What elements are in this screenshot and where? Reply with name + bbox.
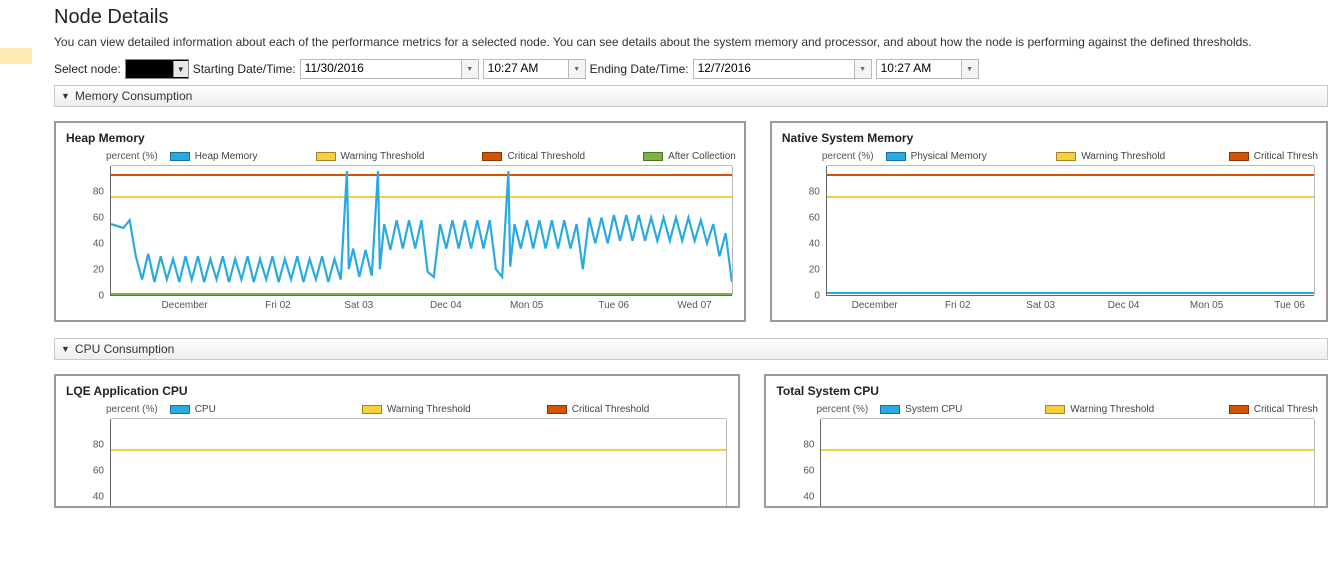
- physical-memory-line: [827, 292, 1314, 294]
- y-axis-label: percent (%): [816, 404, 868, 415]
- legend-label: Physical Memory: [911, 151, 987, 162]
- legend-label: Warning Threshold: [1081, 151, 1165, 162]
- panel-total-cpu: Total System CPU percent (%) System CPU …: [764, 374, 1328, 508]
- section-header-cpu[interactable]: ▼ CPU Consumption: [54, 338, 1328, 360]
- legend-label: Critical Threshold: [572, 404, 650, 415]
- start-datetime-label: Starting Date/Time:: [193, 62, 296, 76]
- end-time-input[interactable]: [877, 60, 961, 76]
- chevron-down-icon[interactable]: ▼: [854, 60, 871, 78]
- legend-swatch: [1056, 152, 1076, 161]
- end-time-picker[interactable]: ▼: [876, 59, 979, 79]
- legend-label: Warning Threshold: [387, 404, 471, 415]
- chart-plot: 020406080: [774, 419, 1318, 508]
- filter-bar: Select node: ▼ Starting Date/Time: ▼ ▼ E…: [54, 59, 1328, 79]
- end-datetime-label: Ending Date/Time:: [590, 62, 689, 76]
- legend-swatch: [482, 152, 502, 161]
- legend-swatch: [880, 405, 900, 414]
- node-select[interactable]: ▼: [125, 59, 189, 79]
- legend-label: System CPU: [905, 404, 962, 415]
- legend-label: Critical Thresh: [1254, 404, 1318, 415]
- page-description: You can view detailed information about …: [54, 35, 1328, 49]
- y-axis-label: percent (%): [822, 151, 874, 162]
- legend-swatch: [170, 152, 190, 161]
- section-title: CPU Consumption: [75, 342, 174, 356]
- legend-swatch: [886, 152, 906, 161]
- panel-lqe-cpu: LQE Application CPU percent (%) CPU Warn…: [54, 374, 740, 508]
- end-date-picker[interactable]: ▼: [693, 59, 872, 79]
- legend-label: After Collection: [668, 151, 736, 162]
- legend-label: Critical Threshold: [507, 151, 585, 162]
- after-collection-line: [111, 293, 732, 295]
- twistie-down-icon: ▼: [61, 344, 70, 354]
- panel-native-memory: Native System Memory percent (%) Physica…: [770, 121, 1328, 322]
- section-header-memory[interactable]: ▼ Memory Consumption: [54, 85, 1328, 107]
- chevron-down-icon: ▼: [173, 61, 188, 77]
- chevron-down-icon[interactable]: ▼: [461, 60, 478, 78]
- legend-swatch: [170, 405, 190, 414]
- warning-threshold-line: [821, 449, 1314, 451]
- chevron-down-icon[interactable]: ▼: [568, 60, 585, 78]
- select-node-label: Select node:: [54, 62, 121, 76]
- legend-swatch: [362, 405, 382, 414]
- chart-plot: 020406080 DecemberFri 02Sat 03Dec 04Mon …: [64, 166, 736, 316]
- legend-label: Warning Threshold: [341, 151, 425, 162]
- chart-legend: percent (%) Physical Memory Warning Thre…: [822, 151, 1318, 162]
- panel-title: Heap Memory: [66, 131, 736, 145]
- section-title: Memory Consumption: [75, 89, 192, 103]
- start-time-picker[interactable]: ▼: [483, 59, 586, 79]
- legend-swatch: [1045, 405, 1065, 414]
- end-date-input[interactable]: [694, 60, 854, 76]
- legend-label: Warning Threshold: [1070, 404, 1154, 415]
- panel-title: Native System Memory: [782, 131, 1318, 145]
- legend-swatch: [1229, 405, 1249, 414]
- critical-threshold-line: [827, 174, 1314, 176]
- legend-swatch: [547, 405, 567, 414]
- legend-label: CPU: [195, 404, 216, 415]
- chart-legend: percent (%) Heap Memory Warning Threshol…: [106, 151, 736, 162]
- chevron-down-icon[interactable]: ▼: [961, 60, 978, 78]
- legend-label: Critical Thresh: [1254, 151, 1318, 162]
- chart-plot: 020406080: [64, 419, 730, 508]
- heap-series-line: [111, 166, 732, 295]
- page-title: Node Details: [54, 6, 1328, 29]
- twistie-down-icon: ▼: [61, 91, 70, 101]
- y-axis-label: percent (%): [106, 151, 158, 162]
- warning-threshold-line: [827, 196, 1314, 198]
- panel-title: Total System CPU: [776, 384, 1318, 398]
- legend-swatch: [1229, 152, 1249, 161]
- start-date-picker[interactable]: ▼: [300, 59, 479, 79]
- panel-heap-memory: Heap Memory percent (%) Heap Memory Warn…: [54, 121, 746, 322]
- start-date-input[interactable]: [301, 60, 461, 76]
- chart-legend: percent (%) CPU Warning Threshold Critic…: [106, 404, 730, 415]
- chart-legend: percent (%) System CPU Warning Threshold…: [816, 404, 1318, 415]
- y-axis-label: percent (%): [106, 404, 158, 415]
- warning-threshold-line: [111, 449, 726, 451]
- panel-title: LQE Application CPU: [66, 384, 730, 398]
- legend-swatch: [316, 152, 336, 161]
- legend-swatch: [643, 152, 663, 161]
- legend-label: Heap Memory: [195, 151, 258, 162]
- chart-plot: 020406080 DecemberFri 02Sat 03Dec 04Mon …: [780, 166, 1318, 316]
- start-time-input[interactable]: [484, 60, 568, 76]
- page-accent-stripe: [0, 48, 32, 64]
